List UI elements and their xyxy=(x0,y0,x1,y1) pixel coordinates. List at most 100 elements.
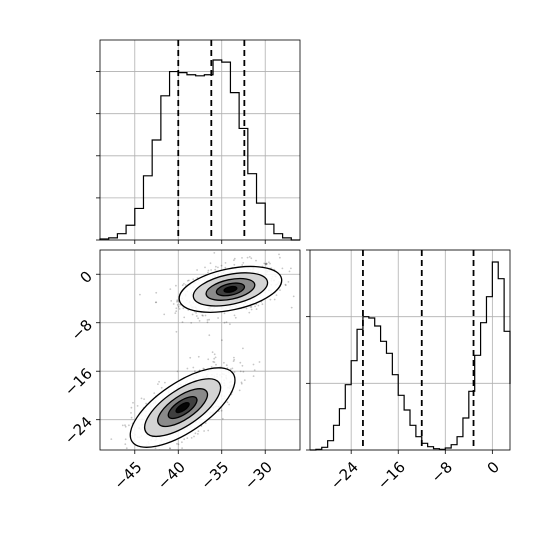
right-x-tick-label: −16 xyxy=(374,458,409,493)
right-x-tick-labels: −24 −16 −8 0 xyxy=(327,458,503,493)
scatter-point xyxy=(208,334,211,337)
scatter-point xyxy=(181,284,184,287)
scatter-point xyxy=(233,371,236,373)
scatter-point xyxy=(224,262,227,264)
scatter-point xyxy=(208,318,211,321)
scatter-point xyxy=(125,447,128,450)
scatter-point xyxy=(184,284,187,286)
scatter-point xyxy=(233,314,236,317)
scatter-point xyxy=(233,259,235,262)
scatter-point xyxy=(181,441,183,444)
scatter-point xyxy=(239,361,242,364)
scatter-point xyxy=(190,437,193,439)
scatter-point xyxy=(223,361,225,364)
scatter-point xyxy=(250,308,253,311)
scatter-point xyxy=(136,405,139,407)
scatter-point xyxy=(250,306,253,308)
scatter-point xyxy=(110,438,113,440)
scatter-point xyxy=(132,401,134,404)
scatter-point xyxy=(213,252,216,254)
scatter-point xyxy=(195,315,198,317)
scatter-point xyxy=(207,269,210,272)
top-grid xyxy=(100,40,300,241)
scatter-point xyxy=(207,271,209,274)
scatter-point xyxy=(181,447,184,449)
scatter-point xyxy=(210,366,213,368)
marginal-histogram-top xyxy=(96,39,301,244)
scatter-point xyxy=(169,447,172,450)
scatter-point xyxy=(188,279,190,282)
scatter-point xyxy=(217,266,219,269)
scatter-point xyxy=(223,321,226,324)
scatter-point xyxy=(207,429,210,432)
scatter-point xyxy=(233,263,236,266)
scatter-point xyxy=(229,368,232,371)
scatter-point xyxy=(214,356,217,359)
scatter-point xyxy=(139,293,141,296)
scatter-point xyxy=(124,438,127,441)
joint-axes-frame xyxy=(99,249,301,451)
joint-y-tick-label: −24 xyxy=(61,413,96,448)
scatter-point xyxy=(130,416,133,419)
scatter-point xyxy=(290,306,293,309)
scatter-point xyxy=(161,464,163,466)
scatter-point xyxy=(137,455,139,457)
scatter-point xyxy=(240,382,243,385)
scatter-point xyxy=(197,317,200,320)
scatter-point xyxy=(130,412,132,414)
scatter-point xyxy=(242,370,245,373)
right-histogram-step xyxy=(310,261,511,451)
scatter-point xyxy=(186,452,188,454)
joint-y-tick-label: −16 xyxy=(61,364,96,399)
scatter-point xyxy=(182,307,185,310)
scatter-point xyxy=(239,370,242,373)
scatter-point xyxy=(206,319,209,321)
scatter-point xyxy=(257,304,260,307)
scatter-point xyxy=(290,267,292,270)
scatter-point xyxy=(221,417,224,420)
scatter-point xyxy=(118,459,120,461)
scatter-point xyxy=(213,361,216,364)
scatter-point xyxy=(186,437,189,439)
scatter-point xyxy=(197,355,200,358)
scatter-point xyxy=(175,284,177,287)
scatter-point xyxy=(284,284,287,287)
scatter-point xyxy=(177,305,180,308)
scatter-point xyxy=(302,297,304,299)
joint-x-tick-labels: −45 −40 −35 −30 xyxy=(110,458,276,493)
right-axes-frame xyxy=(309,249,511,451)
scatter-point xyxy=(221,339,223,342)
scatter-point xyxy=(177,443,180,446)
scatter-point xyxy=(178,308,181,310)
scatter-point xyxy=(183,282,185,285)
scatter-point xyxy=(288,270,291,273)
scatter-point xyxy=(248,256,251,258)
joint-y-tick-labels: 0 −8 −16 −24 xyxy=(61,268,96,449)
scatter-point xyxy=(123,450,125,452)
scatter-point xyxy=(213,357,216,360)
scatter-point xyxy=(265,262,268,265)
scatter-point xyxy=(204,422,207,424)
joint-tick-marks xyxy=(96,273,266,454)
scatter-point xyxy=(264,263,267,265)
scatter-point xyxy=(147,455,149,457)
scatter-point xyxy=(164,464,166,466)
right-x-tick-label: −24 xyxy=(327,458,362,493)
scatter-point xyxy=(193,435,195,438)
scatter-point xyxy=(242,262,245,264)
scatter-point xyxy=(202,367,205,370)
scatter-point xyxy=(204,266,206,269)
scatter-point xyxy=(225,321,228,324)
scatter-point xyxy=(269,262,271,265)
scatter-point xyxy=(292,295,295,298)
scatter-point xyxy=(189,356,192,359)
scatter-point xyxy=(157,383,159,385)
scatter-point xyxy=(121,424,124,427)
scatter-point xyxy=(210,269,213,271)
scatter-point xyxy=(143,398,146,400)
scatter-point xyxy=(176,299,179,302)
scatter-point xyxy=(169,288,172,290)
scatter-point xyxy=(224,266,227,269)
scatter-point xyxy=(229,323,231,326)
joint-x-tick-label: −30 xyxy=(241,458,276,493)
